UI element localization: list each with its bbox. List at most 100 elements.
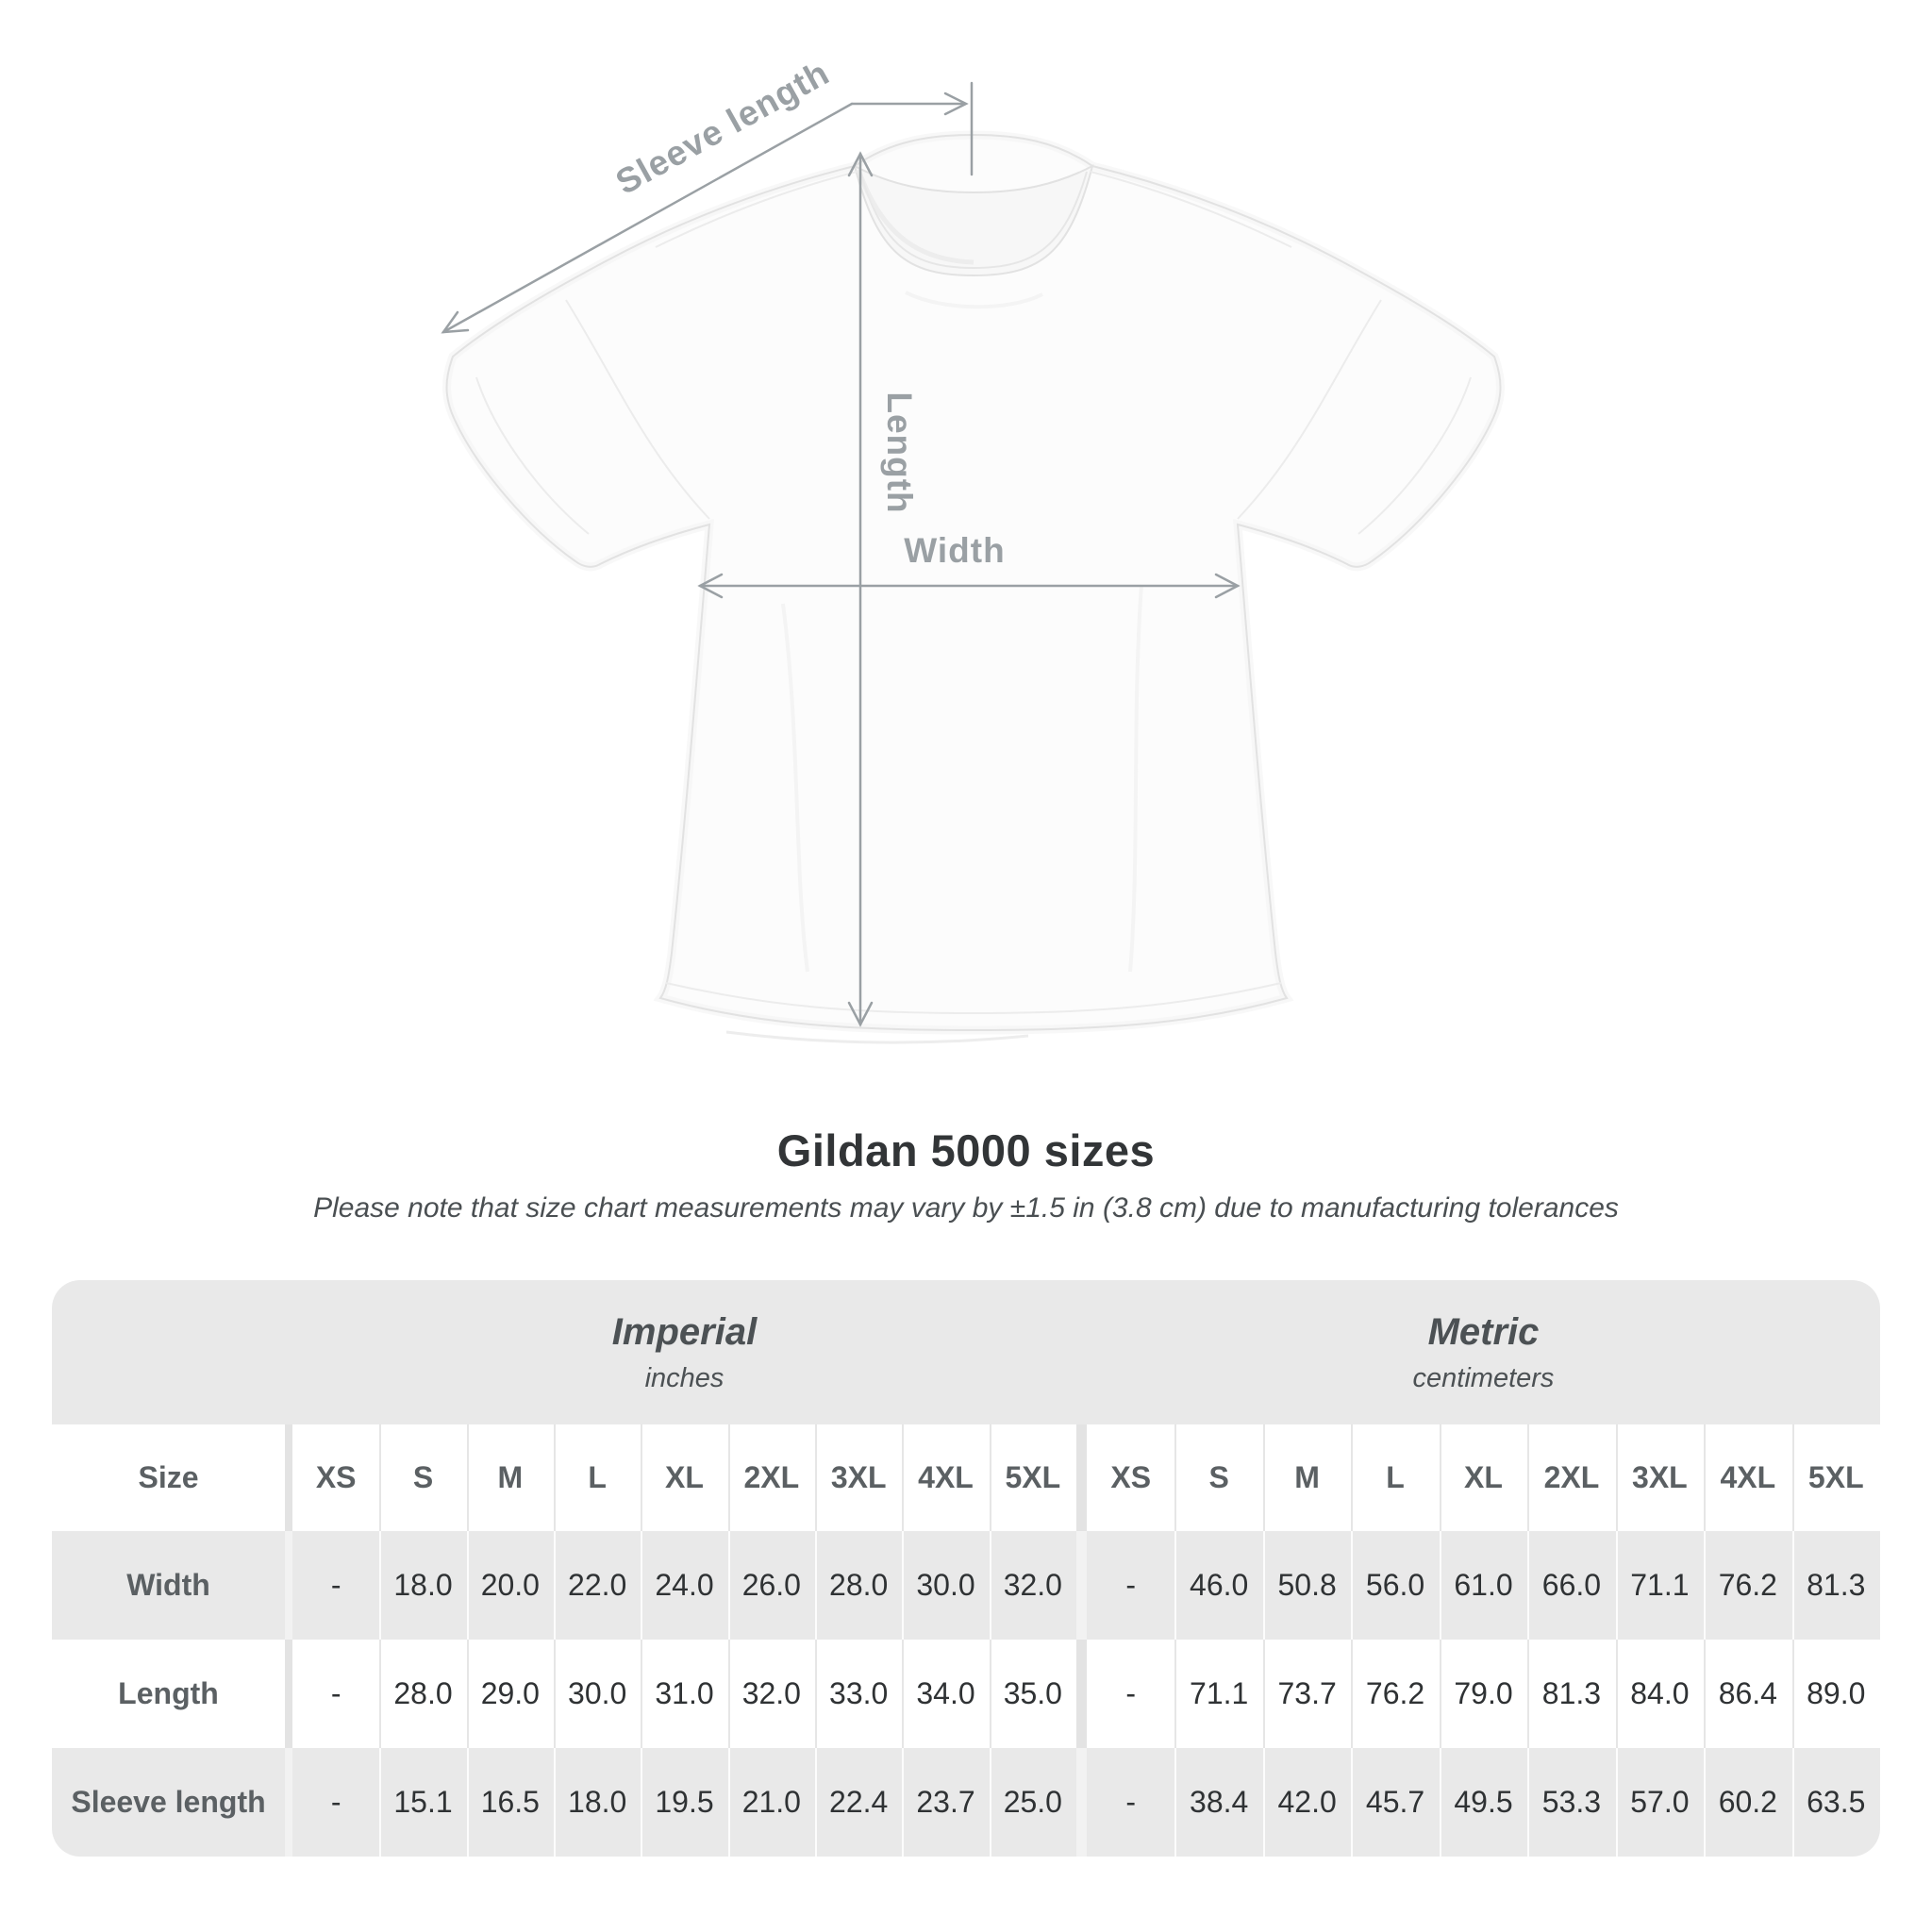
size-column-header: 2XL [1527,1424,1615,1531]
unit-group-header-row: Imperial inches Metric centimeters [52,1280,1880,1424]
group-divider [1076,1531,1087,1640]
row-label: Width [126,1568,210,1602]
value-cell: 28.0 [815,1531,902,1640]
size-column-header: 5XL [990,1424,1076,1531]
tshirt-seams [475,171,1472,1015]
value-cell: 28.0 [379,1640,466,1748]
group-divider [285,1424,292,1531]
value-cell: 21.0 [728,1748,815,1857]
value-cell: 30.0 [554,1640,641,1748]
value-cell: 89.0 [1792,1640,1880,1748]
value-cell: 15.1 [379,1748,466,1857]
value-cell: 32.0 [990,1531,1076,1640]
value-cell: 24.0 [641,1531,727,1640]
value-cell: 71.1 [1616,1531,1704,1640]
arrowhead-up [847,151,874,177]
size-column-header: S [379,1424,466,1531]
unit-group-imperial: Imperial inches [292,1280,1076,1424]
value-cell: 71.1 [1174,1640,1262,1748]
size-column-header: XL [641,1424,727,1531]
unit-group-metric: Metric centimeters [1087,1280,1880,1424]
size-header-row: Size XS S M L XL 2XL 3XL 4XL 5XL XS S M L XL 2XL 3XL 4XL 5… [52,1424,1880,1531]
value-cell: 42.0 [1263,1748,1351,1857]
value-cell: 33.0 [815,1640,902,1748]
width-label: Width [904,531,1005,570]
value-cell: 25.0 [990,1748,1076,1857]
size-column-header: XL [1440,1424,1527,1531]
value-cell: - [330,1568,341,1602]
value-cell: 86.4 [1704,1640,1791,1748]
value-cell: 18.0 [379,1531,466,1640]
value-cell: 50.8 [1263,1531,1351,1640]
arrowhead-left [697,573,724,599]
value-cell: 34.0 [902,1640,989,1748]
size-column-header: M [467,1424,554,1531]
table-row: Length - 28.0 29.0 30.0 31.0 32.0 33.0 34.0 35.0 -… [52,1640,1880,1748]
size-column-header: XS [1110,1460,1152,1494]
arrowhead-sleeve [441,310,470,334]
row-label: Sleeve length [71,1785,266,1819]
size-column-header: M [1263,1424,1351,1531]
group-divider [1076,1640,1087,1748]
sleeve-length-line [441,81,974,334]
value-cell: 26.0 [728,1531,815,1640]
value-cell: - [1125,1568,1137,1602]
tshirt-illustration [442,130,1505,1044]
value-cell: 20.0 [467,1531,554,1640]
value-cell: 46.0 [1174,1531,1262,1640]
value-cell: 18.0 [554,1748,641,1857]
value-cell: 23.7 [902,1748,989,1857]
value-cell: 49.5 [1440,1748,1527,1857]
value-cell: 60.2 [1704,1748,1791,1857]
length-line [847,151,874,1027]
width-line [697,573,1241,599]
page-title: Gildan 5000 sizes [776,1125,1156,1175]
value-cell: 22.0 [554,1531,641,1640]
value-cell: 32.0 [728,1640,815,1748]
arrowhead-right [943,92,969,116]
size-header-cell: Size [138,1460,199,1494]
value-cell: 30.0 [902,1531,989,1640]
size-column-header: XS [315,1460,357,1494]
value-cell: 81.3 [1792,1531,1880,1640]
value-cell: 22.4 [815,1748,902,1857]
metric-label: Metric [1427,1310,1540,1353]
value-cell: - [1125,1676,1137,1710]
size-column-header: L [1351,1424,1439,1531]
metric-sublabel: centimeters [1412,1362,1555,1393]
table-row: Width - 18.0 20.0 22.0 24.0 26.0 28.0 30.0 32.0 - 4… [52,1531,1880,1640]
group-divider [285,1640,292,1748]
value-cell: 57.0 [1616,1748,1704,1857]
value-cell: 73.7 [1263,1640,1351,1748]
length-label: Length [880,391,919,513]
value-cell: 19.5 [641,1748,727,1857]
value-cell: 81.3 [1527,1640,1615,1748]
value-cell: 84.0 [1616,1640,1704,1748]
value-cell: 53.3 [1527,1748,1615,1857]
value-cell: 29.0 [467,1640,554,1748]
group-divider [1076,1748,1087,1857]
value-cell: - [1125,1785,1137,1819]
value-cell: - [330,1785,341,1819]
tshirt-measurement-diagram: Sleeve length Length Width [441,53,1505,1044]
value-cell: 16.5 [467,1748,554,1857]
size-column-header: L [554,1424,641,1531]
value-cell: 66.0 [1527,1531,1615,1640]
tshirt-body [446,135,1501,1030]
value-cell: 63.5 [1792,1748,1880,1857]
imperial-label: Imperial [611,1310,758,1353]
group-divider [1076,1424,1087,1531]
arrowhead-right2 [1214,573,1241,599]
tshirt-shading [781,291,1143,973]
row-label: Length [118,1676,219,1710]
group-divider [285,1748,292,1857]
arrowhead-down [847,1001,874,1027]
size-column-header: 2XL [728,1424,815,1531]
page-subtitle: Please note that size chart measurements… [313,1192,1619,1224]
value-cell: 35.0 [990,1640,1076,1748]
value-cell: - [330,1676,341,1710]
value-cell: 45.7 [1351,1748,1439,1857]
size-column-header: 5XL [1792,1424,1880,1531]
value-cell: 76.2 [1351,1640,1439,1748]
value-cell: 31.0 [641,1640,727,1748]
